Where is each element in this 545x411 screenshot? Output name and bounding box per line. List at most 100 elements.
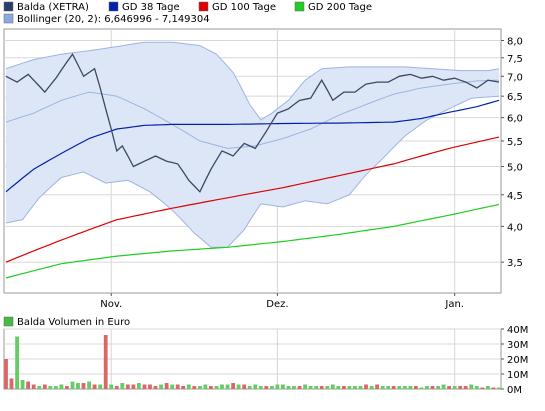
- price-panel: 8,0 7,5 7,0 6,5 6,0 5,5 5,0 4,5 4,0 3,5 Nov. Dez. J…: [3, 28, 523, 310]
- volume-bar: [203, 384, 208, 389]
- bollinger-lower-line: [5, 95, 500, 248]
- legend-label: GD 100 Tage: [212, 2, 276, 13]
- volume-bar: [26, 381, 30, 389]
- volume-bar: [209, 386, 213, 389]
- legend-label: GD 200 Tage: [308, 2, 372, 13]
- x-axis: Nov. Dez. Jan.: [100, 293, 464, 310]
- volume-bar: [264, 386, 269, 389]
- volume-bar: [15, 336, 19, 389]
- volume-bar: [37, 386, 42, 389]
- volume-bar: [258, 386, 263, 389]
- price-y-tick-label: 4,0: [507, 222, 523, 233]
- volume-y-tick-label: 40M: [507, 325, 528, 336]
- volume-bar: [463, 386, 468, 389]
- volume-y-axis: 40M 30M 20M 10M 0M: [501, 325, 528, 396]
- volume-bars: [4, 335, 501, 389]
- volume-bar: [397, 386, 402, 389]
- volume-bar: [497, 387, 501, 389]
- volume-bar: [286, 386, 291, 389]
- volume-bar: [486, 386, 490, 389]
- volume-bar: [20, 380, 25, 389]
- bollinger-band-fill: [6, 42, 499, 248]
- volume-bar: [430, 386, 435, 389]
- volume-y-tick-label: 20M: [507, 355, 528, 366]
- volume-bar: [65, 386, 69, 389]
- bollinger-middle-line: [5, 79, 500, 149]
- legend-label: GD 38 Tage: [122, 2, 180, 13]
- volume-bar: [425, 386, 429, 389]
- legend-label: Bollinger (20, 2): 6,646996 - 7,149304: [17, 14, 210, 25]
- volume-bar: [175, 384, 180, 389]
- price-y-tick-label: 8,0: [507, 36, 523, 47]
- volume-bar: [170, 384, 175, 389]
- volume-legend-swatch: [3, 316, 14, 327]
- volume-bar: [474, 386, 479, 389]
- volume-bar: [308, 386, 313, 389]
- volume-bar: [148, 384, 152, 389]
- volume-bar: [447, 386, 451, 389]
- volume-bar: [114, 386, 119, 389]
- price-line: [5, 52, 500, 193]
- volume-bar: [164, 383, 169, 389]
- volume-bar: [242, 384, 247, 389]
- volume-bar: [375, 384, 379, 389]
- price-y-tick-label: 6,5: [507, 92, 523, 103]
- volume-bar: [87, 381, 91, 389]
- legend-label: Balda (XETRA): [17, 2, 89, 13]
- legend-swatch: [3, 1, 14, 12]
- volume-bar: [319, 386, 324, 389]
- volume-bar: [103, 335, 108, 389]
- x-tick-label: Dez.: [266, 299, 288, 310]
- volume-bar: [181, 386, 186, 389]
- volume-bar: [220, 384, 224, 389]
- ma38-line: [5, 99, 500, 193]
- price-y-tick-label: 6,0: [507, 114, 523, 125]
- volume-bar: [159, 384, 163, 389]
- x-tick-label: Nov.: [100, 299, 122, 310]
- volume-bar: [137, 383, 141, 389]
- volume-bar: [441, 384, 446, 389]
- legend-swatch: [294, 1, 305, 12]
- legend: Balda (XETRA) GD 38 Tage GD 100 Tage GD …: [3, 1, 372, 25]
- volume-bar: [347, 386, 352, 389]
- price-y-tick-label: 7,0: [507, 72, 523, 83]
- ma200-line: [5, 203, 500, 279]
- volume-bar: [419, 387, 424, 389]
- volume-bar: [369, 386, 374, 389]
- volume-bar: [125, 384, 130, 389]
- volume-panel: Balda Volumen in Euro 40M 30M 20M 10M 0M: [3, 316, 528, 396]
- volume-bar: [53, 386, 58, 389]
- price-series-layer: [5, 41, 500, 279]
- volume-bar: [325, 386, 330, 389]
- price-y-tick-label: 4,5: [507, 191, 523, 202]
- legend-swatch: [3, 13, 14, 24]
- legend-item-ma200: GD 200 Tage: [294, 1, 372, 13]
- volume-bar: [414, 386, 418, 389]
- volume-bar: [198, 386, 202, 389]
- volume-bar: [491, 387, 496, 389]
- volume-bar: [214, 386, 219, 389]
- bollinger-upper-line: [5, 41, 500, 121]
- volume-y-tick-label: 10M: [507, 370, 528, 381]
- volume-bar: [142, 384, 147, 389]
- volume-bar: [358, 386, 363, 389]
- price-y-tick-label: 5,0: [507, 163, 523, 174]
- volume-bar: [353, 386, 357, 389]
- volume-bar: [297, 386, 302, 389]
- volume-bar: [59, 384, 64, 389]
- volume-bar: [391, 386, 396, 389]
- legend-swatch: [198, 1, 209, 12]
- ma100-line: [5, 136, 500, 263]
- volume-bar: [380, 386, 385, 389]
- volume-y-tick-label: 30M: [507, 340, 528, 351]
- volume-bar: [131, 384, 136, 389]
- volume-bar: [458, 386, 463, 389]
- volume-bar: [192, 386, 197, 389]
- legend-item-price: Balda (XETRA): [3, 1, 89, 13]
- price-y-tick-label: 3,5: [507, 258, 523, 269]
- volume-bar: [31, 384, 36, 389]
- volume-bar: [436, 386, 440, 389]
- volume-bar: [480, 387, 485, 389]
- volume-bar: [386, 386, 391, 389]
